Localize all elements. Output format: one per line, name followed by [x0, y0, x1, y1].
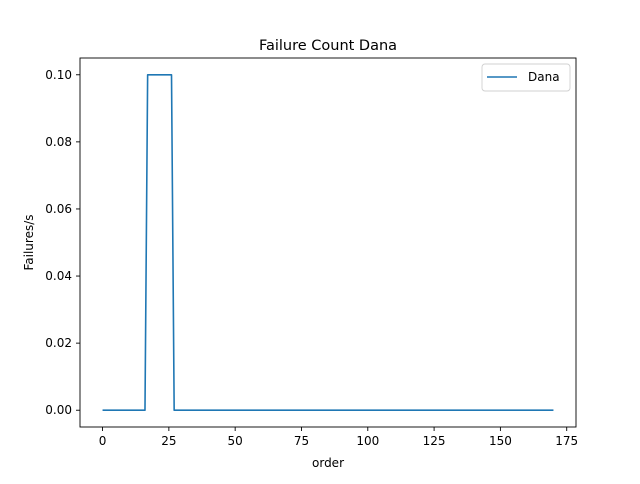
x-tick-label: 25 — [161, 434, 176, 448]
y-axis: 0.00 0.02 0.04 0.06 0.08 0.10 — [45, 68, 80, 417]
x-tick-label: 0 — [99, 434, 107, 448]
y-axis-label: Failures/s — [22, 214, 36, 270]
plot-area — [102, 73, 554, 412]
chart-title: Failure Count Dana — [259, 38, 397, 54]
legend-box — [481, 63, 571, 92]
series-line-dana — [102, 73, 554, 412]
y-tick-label: 0.06 — [45, 202, 72, 216]
y-tick-label: 0.04 — [45, 269, 72, 283]
x-axis: 0 25 50 75 100 125 150 175 — [99, 427, 578, 448]
x-tick-label: 75 — [294, 434, 309, 448]
x-tick-label: 150 — [489, 434, 512, 448]
y-tick-label: 0.08 — [45, 135, 72, 149]
x-tick-label: 50 — [228, 434, 243, 448]
x-tick-label: 175 — [555, 434, 578, 448]
x-tick-label: 125 — [423, 434, 446, 448]
legend: Dana — [481, 63, 571, 92]
x-tick-label: 100 — [356, 434, 379, 448]
x-axis-label: order — [312, 456, 344, 470]
axes-frame — [79, 57, 577, 428]
legend-label-dana: Dana — [528, 70, 560, 84]
y-tick-label: 0.10 — [45, 68, 72, 82]
y-tick-label: 0.00 — [45, 403, 72, 417]
y-tick-label: 0.02 — [45, 336, 72, 350]
